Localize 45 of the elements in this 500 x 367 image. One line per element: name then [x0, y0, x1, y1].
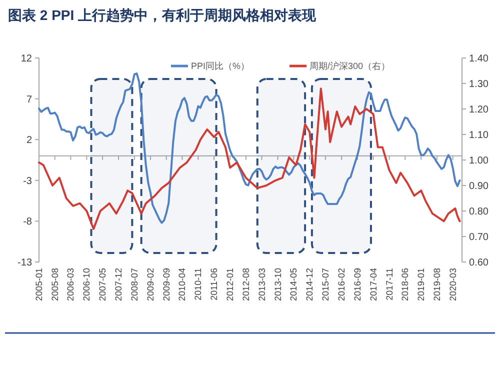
y-tick-label: 7	[26, 94, 32, 106]
x-tick-label: 2017-04	[368, 268, 378, 302]
x-tick-label: 2013-10	[272, 268, 283, 302]
x-tick-label: 2005-08	[50, 268, 60, 302]
y-tick-label: 12	[20, 54, 32, 64]
y2-tick-label: 1.30	[469, 79, 489, 90]
x-tick-label: 2010-04	[177, 268, 188, 302]
x-tick-label: 2014-12	[304, 268, 315, 302]
x-tick-label: 2019-08	[432, 268, 442, 302]
x-tick-label: 2019-01	[416, 268, 426, 302]
y-tick-label: -3	[23, 176, 32, 187]
x-tick-label: 2005-01	[34, 268, 44, 302]
y2-tick-label: 0.60	[469, 258, 489, 268]
y2-tick-label: 0.90	[469, 181, 489, 192]
x-tick-label: 2016-02	[336, 268, 347, 302]
y-tick-label: 2	[26, 135, 32, 146]
x-tick-label: 2017-11	[384, 268, 394, 300]
chart-title: 图表 2 PPI 上行趋势中，有利于周期风格相对表现	[8, 7, 318, 23]
y2-tick-label: 0.70	[469, 232, 489, 243]
y2-tick-label: 1.40	[469, 54, 489, 64]
x-tick-label: 2016-09	[352, 268, 362, 302]
x-tick-label: 2012-08	[240, 268, 251, 302]
x-tick-label: 2006-10	[82, 268, 92, 302]
y2-tick-label: 0.80	[469, 206, 489, 218]
x-tick-label: 2010-11	[193, 268, 204, 300]
x-tick-label: 2007-12	[114, 268, 124, 302]
x-tick-label: 2008-07	[129, 268, 140, 302]
legend-label: 周期/沪深300（右）	[309, 61, 390, 71]
legend-label: PPI同比（%）	[190, 61, 250, 71]
x-tick-label: 2012-01	[225, 268, 236, 302]
x-tick-label: 2009-09	[161, 268, 172, 302]
y-tick-label: -8	[23, 216, 32, 228]
x-tick-label: 2013-03	[256, 268, 267, 302]
y2-tick-label: 1.10	[469, 130, 489, 141]
x-tick-label: 2020-03	[448, 268, 458, 302]
x-tick-label: 2009-02	[146, 268, 156, 302]
x-tick-label: 2015-07	[320, 268, 330, 302]
x-tick-label: 2006-03	[66, 268, 76, 302]
x-tick-label: 2014-05	[288, 268, 299, 302]
y2-tick-label: 1.00	[469, 156, 489, 166]
x-tick-label: 2007-05	[98, 268, 108, 302]
x-tick-label: 2018-06	[400, 268, 410, 302]
y2-tick-label: 1.20	[469, 104, 489, 116]
x-tick-label: 2011-06	[209, 268, 220, 300]
y-tick-label: -13	[18, 258, 32, 268]
